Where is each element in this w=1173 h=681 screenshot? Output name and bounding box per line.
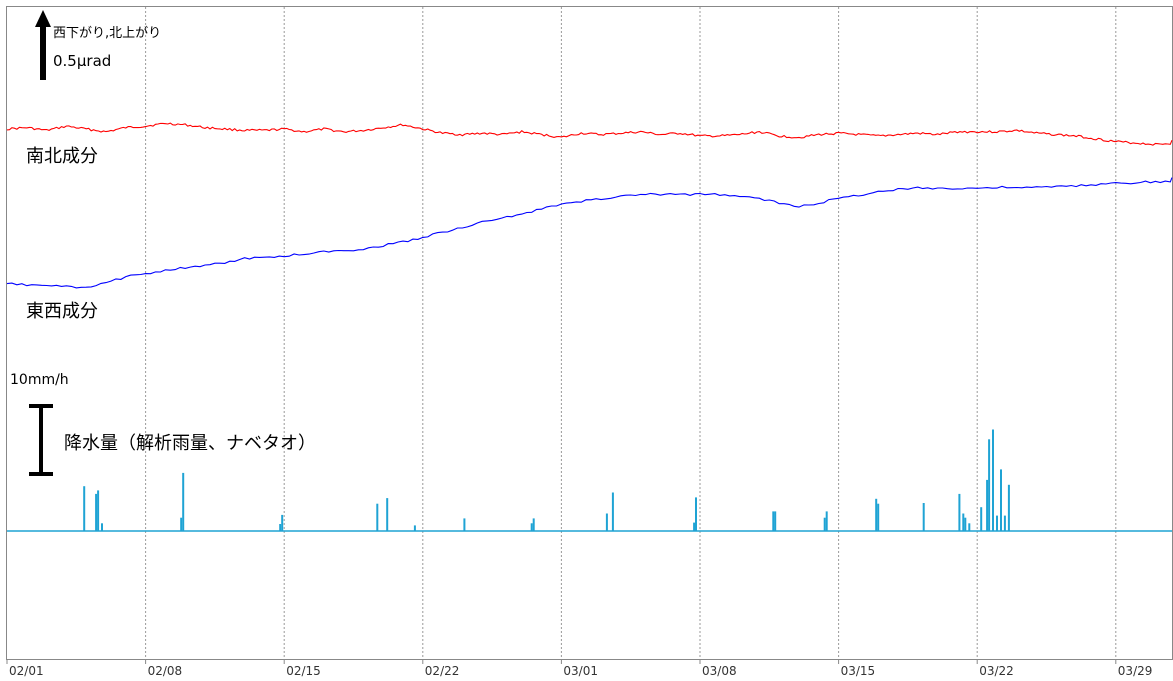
- rain-bar: [605, 513, 608, 531]
- rain-bar: [980, 507, 983, 531]
- rain-bar: [83, 486, 86, 531]
- rain-bar: [386, 498, 389, 531]
- series-line: [6, 122, 1173, 146]
- x-tick-label: 03/15: [841, 664, 876, 678]
- series-line: [6, 177, 1173, 289]
- rain-bar: [695, 497, 697, 531]
- rain-bar: [988, 439, 991, 531]
- x-axis-ticks: 02/01 02/08 02/15 02/22 03/01 03/08 03/15 03/22…: [6, 659, 1153, 678]
- rain-bar: [958, 493, 961, 531]
- tilt-direction-label: 西下がり,北上がり: [53, 26, 161, 41]
- rain-scale-bottom-cap: [29, 472, 53, 476]
- rain-bar: [962, 513, 965, 531]
- rain-bar: [964, 517, 967, 531]
- rain-scale-label: 10mm/h: [10, 372, 69, 388]
- rain-bar: [922, 503, 925, 531]
- rain-bar: [774, 511, 777, 531]
- rain-scale-stem: [39, 404, 43, 476]
- series-label-ns: 南北成分: [26, 146, 98, 167]
- rain-bar: [279, 524, 282, 531]
- rain-bar: [530, 523, 533, 531]
- rain-bar: [101, 523, 103, 531]
- rain-bar: [996, 515, 998, 531]
- rain-bar: [772, 511, 775, 531]
- arrow-head: [35, 10, 51, 27]
- x-tick-label: 02/22: [425, 664, 460, 678]
- series-layer: [6, 122, 1173, 532]
- x-tick-label: 02/01: [9, 664, 44, 678]
- rain-bar: [97, 490, 100, 531]
- grid-lines: [145, 7, 1117, 659]
- x-tick-label: 03/01: [563, 664, 598, 678]
- rain-bar: [463, 518, 466, 531]
- rain-bar: [1007, 484, 1010, 531]
- x-tick-label: 02/08: [148, 664, 183, 678]
- tilt-scale-arrow: [35, 10, 51, 80]
- plot-frame: [6, 6, 1173, 660]
- rain-bar: [413, 525, 416, 531]
- rain-bar: [986, 479, 989, 531]
- series-label-rain: 降水量（解析雨量、ナベタオ）: [64, 433, 316, 454]
- rain-bar: [95, 493, 98, 531]
- rain-bar: [825, 511, 828, 531]
- tilt-scale-label: 0.5μrad: [53, 52, 111, 70]
- x-tick-label: 03/08: [702, 664, 737, 678]
- rain-bar: [693, 522, 696, 531]
- rain-bar: [968, 523, 971, 531]
- rain-bar: [182, 472, 185, 531]
- rain-bar: [875, 498, 878, 531]
- arrow-shaft: [40, 26, 46, 80]
- rain-scale-bar: [29, 404, 53, 476]
- rain-bar: [992, 429, 994, 531]
- rain-bar: [180, 517, 183, 531]
- x-tick-label: 03/29: [1118, 664, 1153, 678]
- rain-bar: [281, 514, 284, 531]
- rain-bar: [823, 517, 826, 531]
- x-tick-label: 03/22: [979, 664, 1014, 678]
- rain-bar: [532, 518, 535, 531]
- series-label-ew: 東西成分: [26, 301, 98, 322]
- rain-bar: [376, 503, 379, 531]
- rain-bar: [1000, 469, 1002, 531]
- rain-bar: [1003, 515, 1006, 531]
- rain-bar: [611, 492, 614, 531]
- x-tick-label: 02/15: [286, 664, 321, 678]
- rain-bar: [877, 503, 880, 531]
